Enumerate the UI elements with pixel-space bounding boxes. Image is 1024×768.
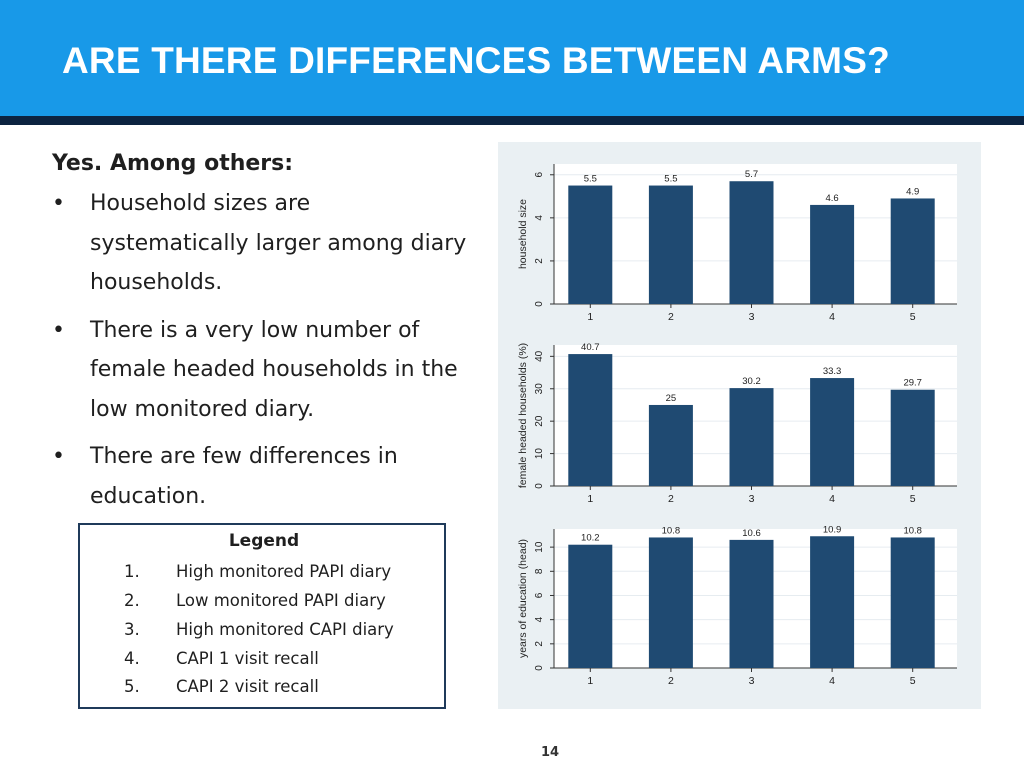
data-label: 10.8 xyxy=(903,525,922,536)
x-tick-label: 4 xyxy=(829,311,835,323)
legend-item-label: CAPI 1 visit recall xyxy=(176,649,319,668)
data-label: 10.6 xyxy=(742,528,761,539)
y-tick-label: 40 xyxy=(534,350,545,362)
bullet-text: There is a very low number of female hea… xyxy=(90,317,458,422)
bullet-item: • There is a very low number of female h… xyxy=(52,311,472,430)
y-tick-label: 0 xyxy=(534,665,545,671)
bullet-item: • Household sizes are systematically lar… xyxy=(52,184,472,303)
data-label: 10.8 xyxy=(662,525,681,536)
y-tick-label: 6 xyxy=(534,592,545,598)
data-label: 4.9 xyxy=(906,186,919,197)
y-axis-title: female headed households (%) xyxy=(517,343,529,488)
y-tick-label: 30 xyxy=(534,383,545,395)
data-label: 40.7 xyxy=(581,342,600,353)
bar xyxy=(648,404,693,486)
x-tick-label: 2 xyxy=(668,311,674,323)
y-tick-label: 10 xyxy=(534,541,545,553)
legend-item-number: 1. xyxy=(124,562,140,581)
bullet-text: There are few differences in education. xyxy=(90,444,398,509)
legend-title: Legend xyxy=(228,531,300,551)
header-rule xyxy=(0,116,1024,125)
data-label: 10.2 xyxy=(581,533,600,544)
x-tick-label: 4 xyxy=(829,675,835,687)
y-axis-title: years of education (head) xyxy=(517,539,529,658)
data-label: 29.7 xyxy=(903,378,922,389)
y-tick-label: 6 xyxy=(534,172,545,178)
slide-header xyxy=(0,0,1024,116)
bar xyxy=(648,185,693,304)
legend-item-number: 5. xyxy=(124,677,140,696)
chart-figure: 0 2 4 6 household size 5.5 1 5.5 2 5.7 3 4.6 4 4.9 5 0 1… xyxy=(498,142,981,709)
x-tick-label: 4 xyxy=(829,493,835,505)
x-tick-label: 1 xyxy=(587,311,593,323)
data-label: 33.3 xyxy=(823,366,842,377)
x-tick-label: 5 xyxy=(910,311,916,323)
bar xyxy=(568,544,613,668)
bullet-symbol: • xyxy=(52,191,65,216)
x-tick-label: 3 xyxy=(749,311,755,323)
bullet-symbol: • xyxy=(52,444,65,469)
y-tick-label: 0 xyxy=(534,301,545,307)
x-tick-label: 2 xyxy=(668,675,674,687)
data-label: 5.5 xyxy=(584,174,597,185)
legend-item: 3. High monitored CAPI diary xyxy=(124,620,394,639)
legend-item-label: High monitored CAPI diary xyxy=(176,620,394,639)
y-axis-title: household size xyxy=(517,199,529,269)
y-tick-label: 4 xyxy=(534,616,545,622)
y-tick-label: 2 xyxy=(534,641,545,647)
bar xyxy=(890,389,935,486)
x-tick-label: 1 xyxy=(587,675,593,687)
data-label: 4.6 xyxy=(825,193,838,204)
legend-box: Legend 1. High monitored PAPI diary 2. Low… xyxy=(78,523,446,709)
bullet-item: • There are few differences in education… xyxy=(52,437,472,516)
intro-text: Yes. Among others: xyxy=(52,151,294,176)
data-label: 30.2 xyxy=(742,376,761,387)
slide-body: Yes. Among others: • Household sizes are… xyxy=(52,146,472,516)
legend-item-label: Low monitored PAPI diary xyxy=(176,591,386,610)
bar xyxy=(729,388,774,486)
legend-item: 2. Low monitored PAPI diary xyxy=(124,591,386,610)
chart-canvas: 0 2 4 6 household size 5.5 1 5.5 2 5.7 3 4.6 4 4.9 5 0 1… xyxy=(517,164,957,687)
bar xyxy=(568,354,613,486)
x-tick-label: 5 xyxy=(910,675,916,687)
bar xyxy=(890,198,935,304)
y-tick-label: 8 xyxy=(534,568,545,574)
bar xyxy=(810,204,855,304)
bar xyxy=(810,378,855,486)
legend-item: 1. High monitored PAPI diary xyxy=(124,562,391,581)
legend-item-number: 3. xyxy=(124,620,140,639)
data-label: 10.9 xyxy=(823,524,842,535)
bullet-symbol: • xyxy=(52,317,65,343)
legend-item: 5. CAPI 2 visit recall xyxy=(124,677,319,696)
legend-item-label: High monitored PAPI diary xyxy=(176,562,392,581)
page-number: 14 xyxy=(540,745,560,760)
legend-item: 4. CAPI 1 visit recall xyxy=(124,649,319,668)
legend-item-label: CAPI 2 visit recall xyxy=(176,677,319,696)
bullet-text: Household sizes are systematically large… xyxy=(90,191,467,295)
legend-item-number: 4. xyxy=(124,649,140,668)
bar xyxy=(648,537,693,668)
x-tick-label: 3 xyxy=(749,675,755,687)
y-tick-label: 4 xyxy=(534,215,545,221)
slide-title: ARE THERE DIFFERENCES BETWEEN ARMS? xyxy=(62,40,890,81)
bar xyxy=(729,539,774,668)
y-tick-label: 0 xyxy=(534,483,545,489)
bar xyxy=(568,185,613,304)
bar xyxy=(729,181,774,304)
bar xyxy=(890,537,935,668)
x-tick-label: 1 xyxy=(587,493,593,505)
data-label: 5.7 xyxy=(745,169,758,180)
x-tick-label: 3 xyxy=(749,493,755,505)
y-tick-label: 10 xyxy=(534,448,545,460)
y-tick-label: 2 xyxy=(534,258,545,264)
y-tick-label: 20 xyxy=(534,415,545,427)
bar xyxy=(810,536,855,668)
x-tick-label: 5 xyxy=(910,493,916,505)
legend-item-number: 2. xyxy=(124,591,140,610)
x-tick-label: 2 xyxy=(668,493,674,505)
data-label: 25 xyxy=(666,393,677,404)
data-label: 5.5 xyxy=(664,174,677,185)
